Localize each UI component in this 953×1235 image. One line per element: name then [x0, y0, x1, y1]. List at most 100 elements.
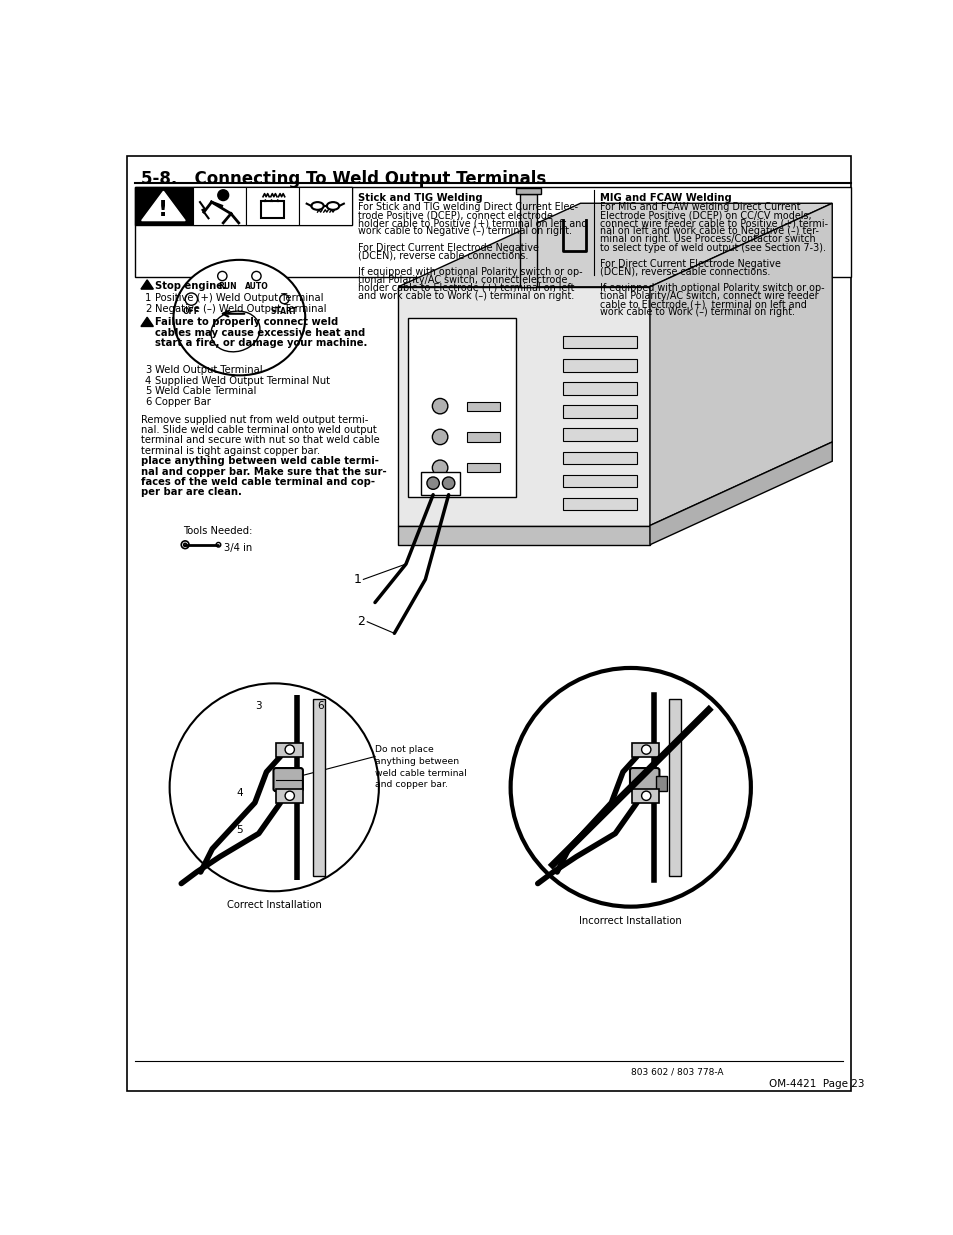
FancyBboxPatch shape [246, 186, 298, 225]
Text: 1: 1 [353, 573, 361, 585]
FancyBboxPatch shape [407, 317, 516, 496]
Text: (DCEN), reverse cable connections.: (DCEN), reverse cable connections. [599, 267, 769, 277]
FancyBboxPatch shape [134, 186, 193, 225]
Polygon shape [142, 191, 185, 221]
FancyBboxPatch shape [562, 405, 637, 417]
FancyBboxPatch shape [669, 699, 680, 876]
Text: minal on right. Use Process/Contactor switch: minal on right. Use Process/Contactor sw… [599, 235, 815, 245]
Text: AUTO: AUTO [244, 283, 268, 291]
Text: Do not place
anything between
weld cable terminal
and copper bar.: Do not place anything between weld cable… [375, 745, 466, 789]
Circle shape [285, 792, 294, 800]
Text: (DCEN), reverse cable connections.: (DCEN), reverse cable connections. [357, 251, 528, 261]
Circle shape [432, 399, 447, 414]
FancyBboxPatch shape [562, 452, 637, 464]
Text: For Direct Current Electrode Negative: For Direct Current Electrode Negative [357, 242, 538, 252]
Text: Positive (+) Weld Output Terminal: Positive (+) Weld Output Terminal [154, 294, 323, 304]
Text: terminal and secure with nut so that weld cable: terminal and secure with nut so that wel… [141, 436, 379, 446]
Text: Electrode Positive (DCEP) on CC/CV models,: Electrode Positive (DCEP) on CC/CV model… [599, 210, 810, 220]
Text: tional Polarity/AC switch, connect electrode: tional Polarity/AC switch, connect elect… [357, 275, 567, 285]
Text: Stop engine.: Stop engine. [154, 282, 227, 291]
Text: Tools Needed:: Tools Needed: [183, 526, 253, 536]
Circle shape [185, 293, 197, 305]
Polygon shape [397, 526, 649, 545]
FancyBboxPatch shape [629, 768, 659, 792]
Text: OFF: OFF [183, 308, 199, 316]
FancyBboxPatch shape [562, 359, 637, 372]
Text: Stick and TIG Welding: Stick and TIG Welding [357, 193, 482, 203]
FancyBboxPatch shape [467, 432, 499, 442]
Text: 1: 1 [145, 294, 151, 304]
Text: cables may cause excessive heat and: cables may cause excessive heat and [154, 327, 365, 337]
Text: Correct Installation: Correct Installation [227, 900, 321, 910]
Text: per bar are clean.: per bar are clean. [141, 488, 241, 498]
Text: 3: 3 [255, 701, 262, 711]
FancyBboxPatch shape [134, 186, 850, 277]
Text: and work cable to Work (–) terminal on right.: and work cable to Work (–) terminal on r… [357, 291, 574, 301]
Text: holder cable to Positive (+) terminal on left and: holder cable to Positive (+) terminal on… [357, 219, 587, 228]
Ellipse shape [173, 259, 305, 375]
Text: nal and copper bar. Make sure that the sur-: nal and copper bar. Make sure that the s… [141, 467, 386, 477]
Polygon shape [649, 204, 831, 526]
Text: tional Polarity/AC switch, connect wire feeder: tional Polarity/AC switch, connect wire … [599, 291, 818, 301]
Circle shape [432, 461, 447, 475]
FancyBboxPatch shape [274, 768, 303, 792]
FancyBboxPatch shape [562, 336, 637, 348]
Ellipse shape [311, 203, 323, 210]
Circle shape [217, 190, 229, 200]
Text: If equipped with optional Polarity switch or op-: If equipped with optional Polarity switc… [599, 283, 823, 293]
FancyBboxPatch shape [298, 186, 352, 225]
FancyBboxPatch shape [260, 201, 284, 219]
Text: to select type of weld output (see Section 7-3).: to select type of weld output (see Secti… [599, 242, 825, 252]
FancyBboxPatch shape [562, 474, 637, 487]
Circle shape [641, 745, 650, 755]
Text: place anything between weld cable termi-: place anything between weld cable termi- [141, 456, 378, 466]
Circle shape [252, 272, 261, 280]
Text: 4: 4 [145, 375, 151, 385]
Text: 6: 6 [145, 396, 151, 406]
FancyBboxPatch shape [562, 383, 637, 395]
FancyBboxPatch shape [562, 498, 637, 510]
FancyBboxPatch shape [632, 789, 659, 803]
Text: 2: 2 [356, 615, 365, 629]
Circle shape [641, 792, 650, 800]
Text: 3/4 in: 3/4 in [224, 543, 252, 553]
Text: Incorrect Installation: Incorrect Installation [578, 916, 681, 926]
Circle shape [285, 745, 294, 755]
Polygon shape [141, 280, 153, 289]
Polygon shape [141, 317, 153, 326]
Text: 5: 5 [235, 825, 242, 835]
FancyBboxPatch shape [275, 789, 303, 803]
Text: For MIG and FCAW welding Direct Current: For MIG and FCAW welding Direct Current [599, 203, 800, 212]
Text: !: ! [158, 200, 169, 220]
Circle shape [183, 543, 187, 546]
Text: Failure to properly connect weld: Failure to properly connect weld [154, 317, 337, 327]
Circle shape [216, 542, 220, 547]
Text: connect wire feeder cable to Positive (+) termi-: connect wire feeder cable to Positive (+… [599, 219, 827, 228]
Text: 803 602 / 803 778-A: 803 602 / 803 778-A [630, 1068, 722, 1077]
Polygon shape [397, 204, 831, 287]
Text: 5: 5 [145, 387, 151, 396]
Text: faces of the weld cable terminal and cop-: faces of the weld cable terminal and cop… [141, 477, 375, 487]
Polygon shape [649, 442, 831, 545]
Text: Negative (–) Weld Output Terminal: Negative (–) Weld Output Terminal [154, 304, 326, 314]
Text: 4: 4 [235, 788, 242, 799]
Text: RUN: RUN [218, 283, 236, 291]
FancyBboxPatch shape [562, 429, 637, 441]
Circle shape [510, 668, 750, 906]
Text: terminal is tight against copper bar.: terminal is tight against copper bar. [141, 446, 320, 456]
Text: 3: 3 [145, 366, 151, 375]
Circle shape [279, 294, 289, 304]
Text: holder cable to Electrode (+) terminal on left: holder cable to Electrode (+) terminal o… [357, 283, 574, 293]
Text: trode Positive (DCEP), connect electrode: trode Positive (DCEP), connect electrode [357, 210, 552, 220]
Text: MIG and FCAW Welding: MIG and FCAW Welding [599, 193, 731, 203]
FancyBboxPatch shape [516, 188, 540, 194]
Text: Weld Output Terminal: Weld Output Terminal [154, 366, 262, 375]
FancyBboxPatch shape [193, 186, 246, 225]
Circle shape [217, 272, 227, 280]
FancyBboxPatch shape [275, 742, 303, 757]
FancyBboxPatch shape [467, 463, 499, 472]
FancyBboxPatch shape [127, 156, 850, 1092]
Text: nal. Slide weld cable terminal onto weld output: nal. Slide weld cable terminal onto weld… [141, 425, 376, 435]
Text: 6: 6 [317, 701, 324, 711]
FancyBboxPatch shape [397, 287, 649, 526]
